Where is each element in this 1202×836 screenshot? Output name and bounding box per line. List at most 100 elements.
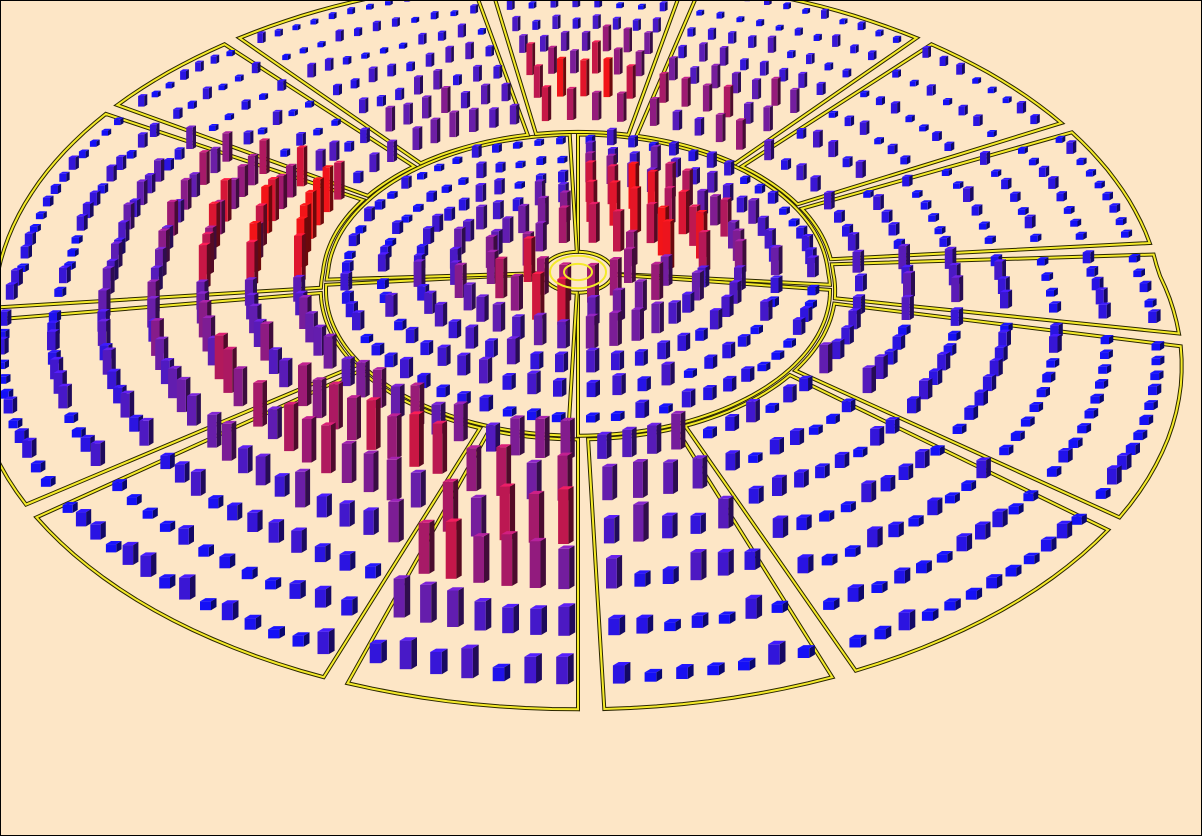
- bar-side: [7, 309, 12, 326]
- bar-front: [728, 32, 734, 44]
- bar-top: [721, 294, 734, 297]
- bar-side: [366, 127, 370, 144]
- bar-front: [752, 80, 759, 100]
- bar-top: [706, 151, 717, 154]
- bar-front: [321, 425, 331, 474]
- bar-top: [796, 163, 807, 166]
- bar: [485, 45, 494, 57]
- bar-front: [214, 335, 224, 380]
- bar-top: [1098, 364, 1112, 367]
- bar-front: [1041, 274, 1050, 281]
- bar-front: [341, 293, 350, 304]
- bar: [660, 254, 673, 286]
- bar: [460, 91, 471, 109]
- bar-front: [247, 512, 258, 532]
- bar-side: [927, 200, 932, 210]
- bar: [417, 372, 431, 389]
- bar-side: [712, 354, 718, 369]
- bar-top: [772, 515, 789, 519]
- bar-top: [847, 584, 864, 588]
- bar-front: [11, 270, 19, 286]
- bar: [400, 356, 414, 379]
- bar-top: [385, 292, 398, 296]
- bar-top: [518, 203, 530, 207]
- bar-side: [780, 350, 785, 360]
- bar-front: [1071, 516, 1082, 525]
- bar-top: [1023, 552, 1040, 556]
- bar: [363, 450, 379, 493]
- bar-front: [941, 170, 949, 176]
- bar: [783, 2, 791, 10]
- bar: [398, 42, 408, 49]
- bar-front: [329, 384, 339, 430]
- bar: [892, 35, 902, 43]
- bar-front: [797, 648, 810, 658]
- bar-front: [253, 382, 263, 427]
- bar-top: [116, 154, 127, 157]
- bar: [425, 52, 435, 67]
- bar-top: [150, 265, 163, 268]
- bar: [1100, 335, 1114, 345]
- bar-front: [880, 478, 891, 492]
- bar-side: [116, 541, 122, 553]
- bar-top: [50, 356, 64, 360]
- bar-front: [687, 28, 693, 37]
- bar: [874, 625, 892, 640]
- bar-top: [1030, 233, 1042, 236]
- bar-top: [414, 75, 423, 78]
- bar-front: [1038, 167, 1046, 177]
- bar-top: [406, 61, 415, 64]
- bar-front: [3, 399, 13, 414]
- bar: [556, 653, 574, 685]
- bar-side: [638, 18, 641, 31]
- bar-front: [888, 524, 899, 538]
- bar-top: [741, 366, 755, 369]
- bar-side: [341, 29, 344, 42]
- bar-side: [656, 668, 663, 682]
- bar-front: [609, 313, 618, 346]
- bar-front: [860, 92, 867, 98]
- bar-side: [1049, 272, 1054, 281]
- bar-front: [710, 196, 718, 226]
- bar-front: [736, 17, 742, 23]
- bar-front: [176, 379, 186, 413]
- bar: [623, 27, 632, 53]
- bar-side: [880, 29, 884, 37]
- bar-top: [956, 62, 965, 65]
- bar-front: [502, 218, 510, 243]
- bar-front: [930, 448, 940, 456]
- bar-top: [187, 100, 197, 103]
- bar: [386, 456, 402, 501]
- bar-top: [401, 175, 412, 178]
- bar-front: [198, 547, 209, 557]
- bar-top: [603, 57, 613, 59]
- bar-front: [943, 345, 953, 356]
- bar-side: [73, 412, 79, 423]
- bar-front: [570, 50, 576, 74]
- bar-side: [757, 452, 763, 463]
- bar: [296, 145, 308, 187]
- bar-side: [380, 342, 385, 356]
- bar-front: [691, 615, 703, 628]
- bar-field: [0, 0, 1165, 685]
- bar: [476, 161, 487, 179]
- bar-side: [479, 64, 482, 82]
- bar: [423, 226, 435, 244]
- bar-front: [207, 338, 217, 366]
- bar: [1017, 207, 1029, 215]
- bar-top: [530, 351, 544, 354]
- bar-top: [222, 131, 233, 134]
- bar-front: [808, 427, 819, 435]
- bar-top: [377, 252, 390, 255]
- bar-top: [465, 41, 474, 44]
- bar-side: [210, 231, 214, 275]
- bar-front: [769, 439, 780, 455]
- bar-top: [292, 24, 301, 26]
- bar-top: [540, 34, 549, 37]
- bar: [633, 501, 649, 542]
- bar: [748, 35, 757, 48]
- bar: [64, 412, 79, 423]
- bar-top: [360, 127, 370, 130]
- bar-top: [1151, 355, 1165, 359]
- bar-top: [190, 468, 206, 472]
